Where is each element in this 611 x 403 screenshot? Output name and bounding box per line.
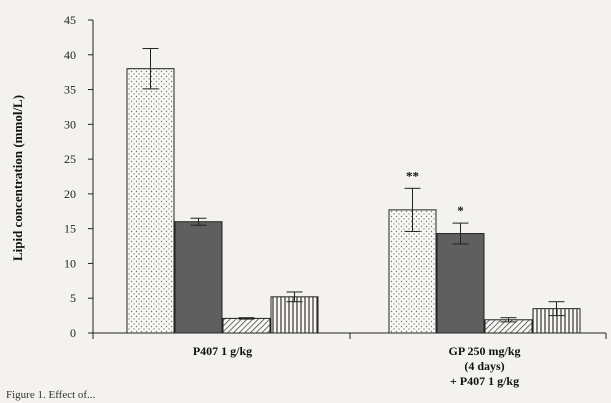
y-tick-label: 25 [64, 152, 76, 166]
y-tick-label: 45 [64, 13, 76, 27]
error-bar [548, 301, 565, 317]
figure-caption: Figure 1. Effect of... [6, 389, 96, 401]
significance-marker: * [457, 203, 464, 218]
y-axis-label: Lipid concentration (mmol/L) [10, 95, 25, 261]
y-tick-label: 5 [70, 291, 76, 305]
y-tick-label: 40 [64, 48, 76, 62]
y-axis: 0 5 10 15 20 25 30 35 40 45 [64, 13, 94, 340]
category-label: GP 250 mg/kg [448, 344, 520, 358]
bar-dots-cat0 [126, 68, 175, 334]
error-bar [238, 317, 255, 320]
error-bar [286, 291, 303, 303]
error-bar [452, 222, 469, 245]
y-tick-label: 15 [64, 222, 76, 236]
error-bar [142, 48, 159, 90]
bar-solid-cat1 [436, 233, 485, 334]
x-axis: P407 1 g/kg GP 250 mg/kg(4 days)+ P407 1 … [92, 332, 607, 388]
y-tick-label: 10 [64, 256, 76, 270]
error-bar [404, 187, 421, 232]
bar-vertical-cat0 [270, 296, 319, 334]
category-label: (4 days) [464, 359, 504, 373]
annotations: *** [406, 168, 464, 218]
category-label: P407 1 g/kg [193, 344, 252, 358]
y-tick-label: 20 [64, 187, 76, 201]
y-tick-label: 35 [64, 83, 76, 97]
bar-diagonal-cat0 [222, 317, 271, 334]
bar-solid-cat0 [174, 221, 223, 334]
error-bar [190, 217, 207, 226]
significance-marker: ** [406, 168, 419, 183]
error-bar [500, 317, 517, 323]
y-tick-label: 30 [64, 117, 76, 131]
category-label: + P407 1 g/kg [450, 374, 519, 388]
y-tick-label: 0 [70, 326, 76, 340]
bars [126, 48, 581, 334]
